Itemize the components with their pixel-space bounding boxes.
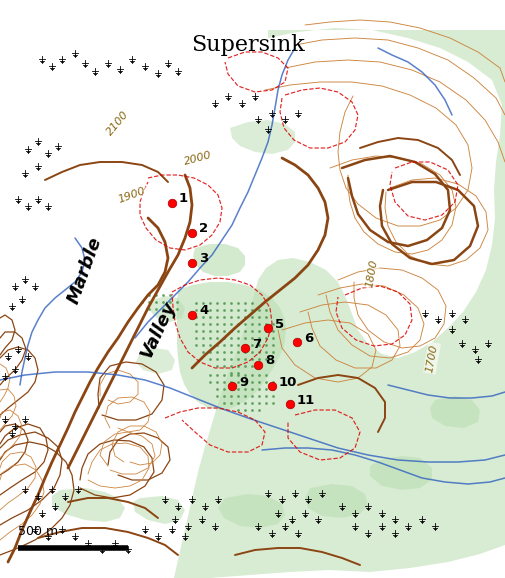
- Point: [286, 399, 294, 409]
- Text: 1900: 1900: [117, 186, 147, 205]
- Point: [241, 343, 249, 353]
- Text: 2100: 2100: [105, 109, 131, 137]
- Polygon shape: [149, 296, 185, 322]
- Point: [264, 323, 272, 332]
- Text: Supersink: Supersink: [191, 34, 305, 56]
- Point: [254, 360, 262, 369]
- Polygon shape: [430, 396, 480, 428]
- Text: 4: 4: [199, 305, 208, 317]
- Point: [188, 228, 196, 238]
- Polygon shape: [305, 484, 368, 518]
- Text: 1700: 1700: [425, 343, 439, 373]
- Text: 8: 8: [265, 354, 274, 368]
- Text: 7: 7: [252, 338, 261, 350]
- Polygon shape: [177, 282, 286, 410]
- Text: 11: 11: [297, 394, 315, 406]
- Text: 2: 2: [199, 223, 208, 235]
- Polygon shape: [193, 244, 245, 276]
- Polygon shape: [218, 494, 285, 528]
- Polygon shape: [174, 28, 505, 578]
- Text: 1800: 1800: [365, 258, 379, 288]
- Text: 3: 3: [199, 253, 208, 265]
- Point: [188, 310, 196, 320]
- Point: [228, 381, 236, 391]
- Point: [188, 258, 196, 268]
- Text: 2000: 2000: [183, 150, 213, 166]
- Polygon shape: [133, 496, 185, 524]
- Point: [168, 198, 176, 208]
- Polygon shape: [136, 348, 175, 374]
- Text: 6: 6: [304, 332, 313, 344]
- Polygon shape: [370, 456, 432, 490]
- Point: [268, 381, 276, 391]
- Polygon shape: [230, 120, 295, 154]
- Text: 5: 5: [275, 317, 284, 331]
- Text: Valley: Valley: [137, 299, 179, 361]
- Text: 1: 1: [179, 192, 188, 206]
- Text: 9: 9: [239, 376, 248, 388]
- Point: [293, 338, 301, 347]
- Text: 10: 10: [279, 376, 297, 388]
- Polygon shape: [52, 488, 125, 522]
- Text: Marble: Marble: [65, 234, 106, 306]
- Text: 500 m: 500 m: [18, 525, 58, 538]
